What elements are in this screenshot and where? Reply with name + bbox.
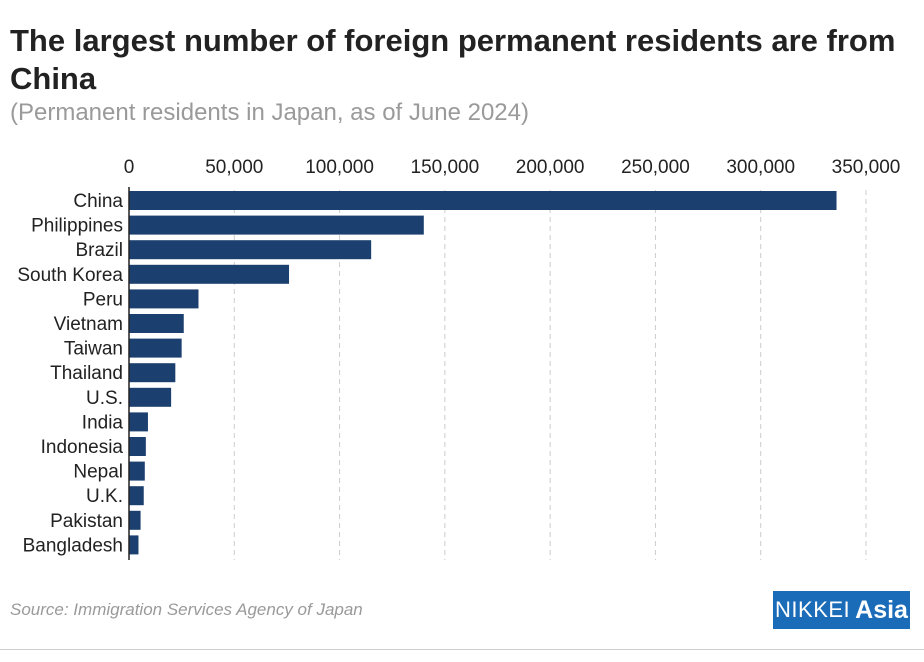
bar xyxy=(129,215,424,235)
nikkei-asia-logo: NIKKEI Asia xyxy=(773,591,910,629)
x-tick-label: 100,000 xyxy=(305,157,374,178)
bar xyxy=(129,387,172,407)
x-tick-label: 0 xyxy=(124,157,135,178)
bar xyxy=(129,191,837,210)
chart-title: The largest number of foreign permanent … xyxy=(10,23,896,96)
bar xyxy=(129,461,145,481)
category-label: Philippines xyxy=(31,216,123,237)
bar xyxy=(129,240,372,260)
source-note: Source: Immigration Services Agency of J… xyxy=(10,600,363,619)
bar xyxy=(129,338,182,358)
chart-subtitle: (Permanent residents in Japan, as of Jun… xyxy=(10,99,529,126)
x-tick-label: 200,000 xyxy=(516,157,585,178)
category-label: Indonesia xyxy=(41,437,124,458)
category-label: Taiwan xyxy=(64,339,123,360)
category-label: Nepal xyxy=(73,462,123,483)
x-tick-label: 350,000 xyxy=(832,157,901,178)
bar xyxy=(129,412,148,432)
x-tick-label: 50,000 xyxy=(205,157,263,178)
grid-lines xyxy=(233,190,867,560)
category-label: U.S. xyxy=(86,388,123,409)
bar xyxy=(129,314,184,333)
x-tick-label: 300,000 xyxy=(726,157,795,178)
category-labels: China Philippines Brazil South Korea Peru Vie… xyxy=(17,191,123,556)
category-label: South Korea xyxy=(17,265,123,286)
logo-nikkei-text: NIKKEI xyxy=(775,597,851,622)
bar xyxy=(129,486,144,506)
footer-divider xyxy=(0,649,924,650)
category-label: Thailand xyxy=(50,363,123,384)
bars xyxy=(129,191,837,555)
category-label: Peru xyxy=(83,289,123,310)
category-label: Pakistan xyxy=(50,511,123,532)
category-label: Brazil xyxy=(75,240,123,261)
category-label: Bangladesh xyxy=(23,535,123,556)
bar-chart: 0 50,000 100,000 150,000 200,000 250,000 300,0… xyxy=(17,157,901,560)
x-tick-label: 250,000 xyxy=(621,157,690,178)
bar xyxy=(129,535,139,555)
logo-asia-text: Asia xyxy=(855,595,908,624)
x-tick-label: 150,000 xyxy=(411,157,480,178)
bar xyxy=(129,437,146,456)
category-label: China xyxy=(73,191,123,212)
category-label: Vietnam xyxy=(54,314,123,335)
bar xyxy=(129,363,176,383)
x-axis-ticks: 0 50,000 100,000 150,000 200,000 250,000 300,0… xyxy=(124,157,901,178)
bar xyxy=(129,289,199,309)
bar xyxy=(129,510,141,530)
category-label: India xyxy=(82,412,124,433)
category-label: U.K. xyxy=(86,486,123,507)
bar xyxy=(129,264,290,284)
